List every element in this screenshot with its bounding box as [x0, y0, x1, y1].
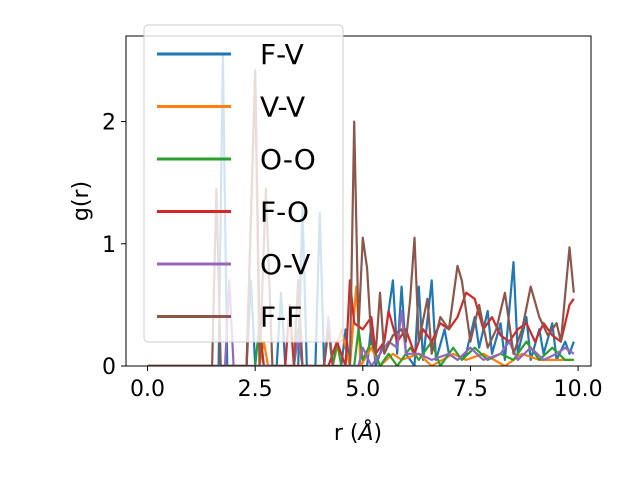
legend: F-V V-V O-O F-O O-V F-F — [143, 24, 344, 343]
legend-box — [143, 24, 344, 343]
x-tick-label: 7.5 — [453, 377, 488, 402]
legend-label: V-V — [260, 91, 305, 124]
x-tick-label: 10.0 — [554, 377, 603, 402]
series-line-v-v — [147, 285, 574, 366]
y-tick-label: 2 — [102, 111, 116, 136]
x-tick-label: 2.5 — [238, 377, 273, 402]
legend-label: F-O — [260, 196, 309, 229]
legend-label: O-V — [260, 248, 310, 281]
legend-entry-f-f: F-F — [157, 301, 302, 334]
y-tick-label: 0 — [102, 355, 116, 380]
x-axis-label: r (Å) — [334, 419, 382, 446]
series-line-f-f — [147, 69, 575, 366]
y-axis-label: g(r) — [69, 181, 94, 221]
legend-entry-f-v: F-V — [157, 38, 304, 71]
legend-label: F-V — [260, 38, 304, 71]
plot-frame — [125, 35, 592, 367]
y-axis-ticks: 0 1 2 — [102, 111, 126, 380]
legend-entry-o-o: O-O — [157, 143, 316, 176]
legend-entry-f-o: F-O — [157, 196, 309, 229]
x-tick-label: 0.0 — [130, 377, 165, 402]
y-tick-label: 1 — [102, 233, 116, 258]
legend-label: O-O — [260, 143, 316, 176]
x-axis-ticks: 0.0 2.5 5.0 7.5 10.0 — [130, 366, 603, 402]
x-tick-label: 5.0 — [345, 377, 380, 402]
legend-entry-v-v: V-V — [157, 91, 305, 124]
legend-label: F-F — [260, 301, 302, 334]
legend-entry-o-v: O-V — [157, 248, 310, 281]
series-layer — [147, 53, 575, 366]
